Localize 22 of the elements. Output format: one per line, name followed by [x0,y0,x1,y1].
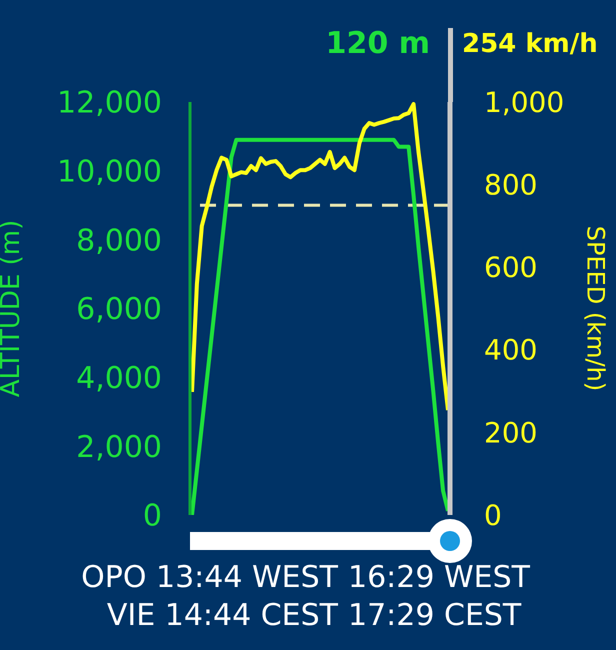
y-tick-label: 8,000 [76,223,162,258]
y2-tick-label: 1,000 [484,86,564,119]
line-series [190,102,450,412]
y2-axis-title: SPEED (km/h) [581,226,610,392]
y-tick-label: 2,000 [76,430,162,465]
y-tick-label: 0 [142,498,162,534]
text: 16:29 WEST [348,560,531,596]
y2-tick-label: 200 [484,416,538,450]
y-tick-label: 12,000 [57,86,162,121]
y-tick-label: 6,000 [76,292,162,328]
y2-tick-label: 0 [484,498,502,532]
text: VIE 14:44 CEST [106,598,338,634]
text: 120 m [324,26,430,62]
y2-tick-label: 800 [484,168,538,202]
line-series [190,138,450,515]
text: OPO 13:44 WEST [80,560,338,596]
y-tick-label: 4,000 [76,360,162,396]
y2-tick-label: 600 [484,251,538,284]
text: 254 km/h [462,28,599,61]
y-tick-label: 10,000 [57,154,162,190]
y2-tick-label: 400 [484,334,538,367]
text: 17:29 CEST [348,598,522,634]
